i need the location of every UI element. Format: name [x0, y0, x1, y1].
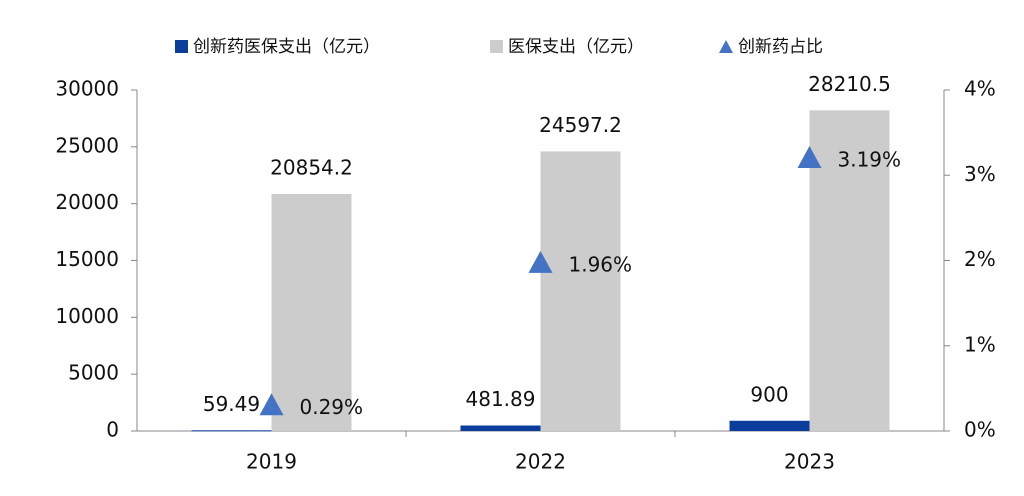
y-tick-label: 15000: [55, 247, 119, 271]
data-label: 900: [750, 382, 788, 406]
bar: [460, 425, 541, 431]
data-label: 481.89: [466, 387, 536, 411]
x-tick-label: 2022: [515, 450, 566, 474]
bar: [809, 110, 890, 432]
y-tick-label: 5000: [68, 361, 119, 385]
data-label: 24597.2: [539, 113, 622, 137]
y-tick-label: 25000: [55, 133, 119, 157]
legend-marker: [719, 40, 733, 53]
triangle-marker: [797, 146, 822, 169]
data-label: 0.29%: [300, 395, 364, 419]
y2-tick-label: 2%: [964, 247, 996, 271]
bar: [191, 430, 272, 432]
data-label: 1.96%: [569, 252, 633, 276]
triangle-marker: [259, 393, 284, 416]
legend-label: 创新药占比: [738, 37, 823, 57]
y-tick-label: 0: [106, 418, 119, 442]
legend-marker: [175, 40, 188, 53]
bar: [271, 193, 352, 431]
bar: [729, 420, 810, 431]
y-tick-label: 30000: [55, 77, 119, 101]
bar: [540, 151, 621, 432]
x-tick-label: 2019: [246, 450, 297, 474]
data-label: 59.49: [203, 392, 260, 416]
data-label: 3.19%: [838, 148, 902, 172]
y-tick-label: 10000: [55, 304, 119, 328]
legend-label: 医保支出（亿元）: [508, 37, 644, 57]
y2-tick-label: 3%: [964, 162, 996, 186]
y2-tick-label: 0%: [964, 418, 996, 442]
y2-tick-label: 1%: [964, 332, 996, 356]
data-label: 28210.5: [808, 72, 891, 96]
x-tick-label: 2023: [784, 450, 835, 474]
data-label: 20854.2: [270, 155, 353, 179]
triangle-marker: [528, 250, 553, 273]
y2-tick-label: 4%: [964, 77, 996, 101]
legend-marker: [490, 40, 503, 53]
legend-label: 创新药医保支出（亿元）: [193, 37, 380, 57]
y-tick-label: 20000: [55, 190, 119, 214]
